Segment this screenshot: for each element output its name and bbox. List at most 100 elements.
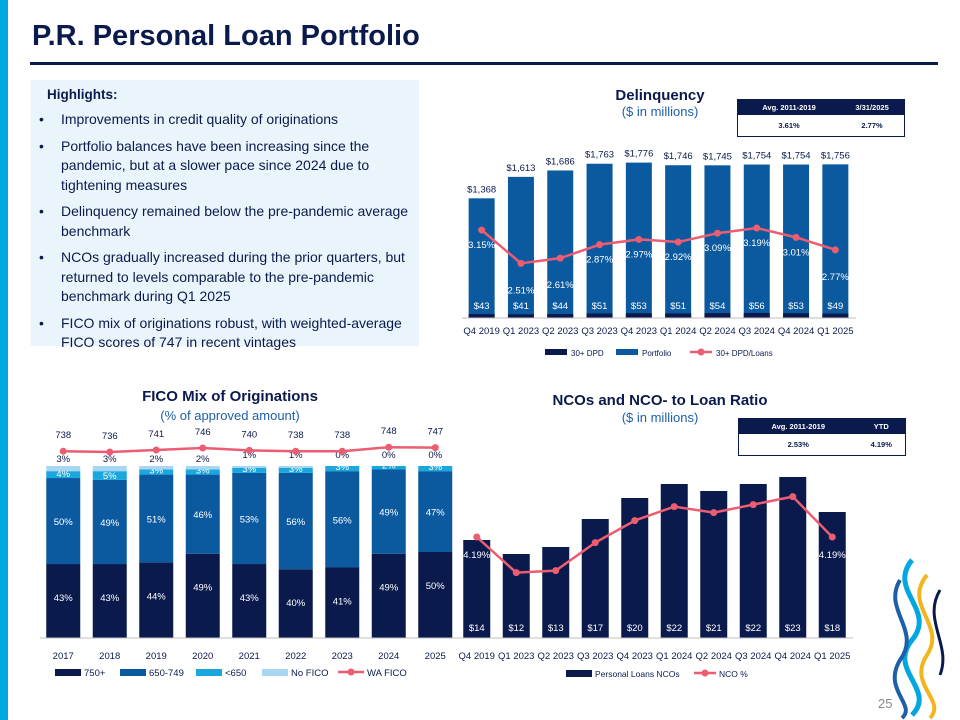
fico-nofico-bar [139, 466, 174, 470]
highlight-item: • NCOs gradually increased during the pri… [39, 248, 411, 307]
portfolio-label: $1,613 [506, 163, 535, 174]
fico-low-label: 3% [196, 466, 210, 477]
nco-bar [779, 477, 807, 638]
fico-low-label: 2% [382, 460, 396, 471]
x-tick-label: Q3 2024 [739, 326, 775, 337]
fico-low-label: 3% [242, 464, 256, 475]
nco-pct-line [475, 495, 834, 574]
nco-title: NCOs and NCO- to Loan Ratio [552, 392, 768, 409]
wa-fico-label: 748 [381, 426, 397, 437]
dpd-bar [625, 313, 652, 318]
fico-nofico-label: 0% [428, 450, 442, 461]
legend-label: 750+ [84, 668, 106, 679]
legend-label: Portfolio [642, 349, 672, 358]
fico-750-bar [92, 564, 127, 638]
x-tick-label: 2018 [99, 651, 120, 662]
x-tick-label: Q4 2024 [778, 326, 814, 337]
nco-pct-point [828, 533, 836, 541]
highlights-heading: Highlights: [47, 87, 118, 102]
highlight-text: Improvements in credit quality of origin… [61, 111, 339, 127]
portfolio-label: $1,763 [585, 150, 614, 161]
x-tick-label: Q1 2025 [817, 326, 853, 337]
x-tick-label: 2021 [239, 651, 260, 662]
legend-label: 30+ DPD [571, 349, 604, 358]
ratio-point [792, 233, 800, 241]
delinquency-subtitle: ($ in millions) [621, 104, 699, 119]
nco-pct-point [591, 539, 599, 547]
portfolio-label: $1,745 [703, 151, 732, 162]
dpd-bar [547, 314, 574, 318]
ratio-line [480, 226, 836, 265]
x-tick-label: Q4 2023 [617, 651, 653, 662]
fico-nofico-bar [185, 466, 220, 470]
portfolio-bar [704, 165, 731, 318]
fico-650-bar [418, 471, 453, 552]
fico-750-label: 40% [286, 598, 306, 609]
x-tick-label: Q4 2019 [463, 326, 499, 337]
fico-650-label: 46% [193, 510, 213, 521]
nco-label: $21 [706, 623, 722, 634]
fico-650-bar [371, 469, 406, 554]
x-tick-label: Q3 2024 [735, 651, 771, 662]
dpd-bar [783, 313, 810, 318]
wa-fico-label: 738 [55, 430, 71, 441]
bullet-icon: • [39, 203, 44, 219]
dpd-bar [665, 313, 692, 318]
bullet-icon: • [39, 249, 44, 265]
fico-750-bar [371, 553, 406, 638]
fico-low-label: 5% [103, 471, 117, 482]
fico-650-label: 47% [426, 508, 446, 519]
fico-750-bar [278, 569, 313, 638]
legend-swatch [55, 669, 81, 676]
highlights-list: • Improvements in credit quality of origi… [39, 110, 411, 360]
ratio-point [556, 254, 564, 262]
benchmark-header: Avg. 2011-2019 [738, 418, 858, 434]
wa-fico-point [245, 446, 253, 454]
dpd-bar [704, 313, 731, 318]
bullet-icon: • [39, 314, 44, 331]
fico-low-label: 4% [56, 469, 70, 480]
fico-650-bar [46, 478, 81, 565]
fico-nofico-label: 2% [196, 454, 210, 465]
fico-low-label: 3% [335, 462, 349, 473]
legend-swatch [196, 669, 222, 676]
wa-fico-point [152, 446, 160, 454]
x-tick-label: Q4 2019 [459, 651, 495, 662]
fico-750-bar [185, 553, 220, 638]
nco-bar [739, 484, 767, 638]
dpd-label: $51 [670, 301, 686, 312]
fico-750-bar [139, 562, 174, 638]
x-tick-label: 2023 [332, 651, 353, 662]
fico-low-bar [325, 466, 360, 472]
fico-low-bar [185, 469, 220, 475]
highlight-item: • Delinquency remained below the pre-pand… [39, 202, 411, 241]
x-tick-label: Q4 2024 [775, 651, 811, 662]
fico-750-label: 49% [379, 583, 399, 594]
fico-title: FICO Mix of Originations [142, 388, 318, 405]
fico-750-label: 49% [193, 583, 213, 594]
delinquency-benchmark-table: Avg. 2011-2019 3/31/2025 3.61% 2.77% [737, 99, 905, 137]
nco-label: $22 [666, 623, 682, 634]
legend-label: 650-749 [149, 668, 184, 679]
fico-low-bar [92, 471, 127, 480]
x-tick-label: 2025 [425, 651, 446, 662]
wa-fico-label: 738 [334, 430, 350, 441]
fico-low-bar [46, 471, 81, 479]
fico-low-bar [232, 467, 267, 473]
highlight-item: • Portfolio balances have been increasing… [39, 137, 411, 196]
ratio-point [596, 241, 604, 249]
fico-650-label: 50% [54, 517, 74, 528]
fico-650-label: 56% [333, 515, 353, 526]
ratio-label: 2.97% [625, 249, 652, 260]
dpd-bar [822, 313, 849, 318]
nco-bar [502, 554, 530, 638]
fico-750-label: 44% [147, 591, 167, 602]
portfolio-label: $1,776 [624, 149, 653, 160]
fico-nofico-label: 1% [242, 450, 256, 461]
fico-650-label: 49% [379, 508, 399, 519]
fico-low-bar [278, 467, 313, 473]
fico-low-bar [418, 466, 453, 472]
